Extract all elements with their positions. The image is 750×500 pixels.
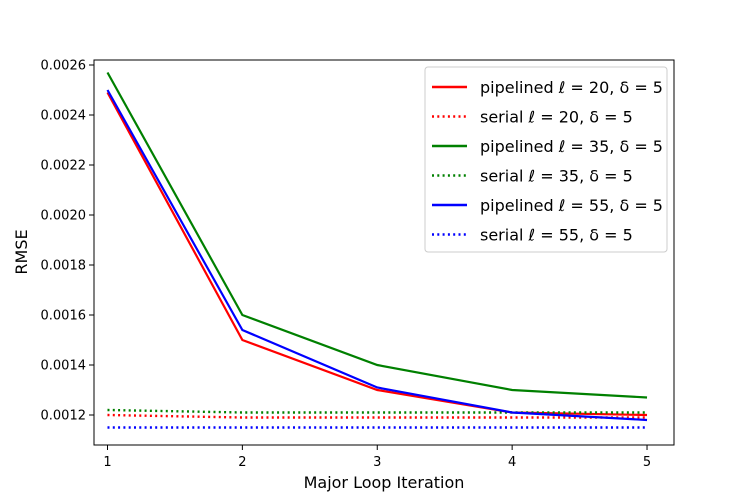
legend-frame	[424, 66, 668, 253]
x-tick-label: 2	[238, 455, 246, 470]
legend: pipelined ℓ = 20, δ = 5 serial ℓ = 20, δ …	[424, 66, 668, 253]
x-axis-label: Major Loop Iteration	[304, 473, 465, 492]
y-tick-label: 0.0014	[41, 359, 87, 374]
plot-area-frame	[93, 59, 675, 446]
legend-label: pipelined ℓ = 20, δ = 5	[480, 78, 663, 97]
x-tick-label: 5	[643, 455, 651, 470]
legend-label: serial ℓ = 55, δ = 5	[480, 226, 633, 245]
series-line-3	[106, 71, 648, 399]
series-line-5	[106, 89, 648, 422]
y-axis-label: RMSE	[12, 229, 31, 274]
y-tick-label: 0.0016	[41, 309, 87, 324]
y-tick-label: 0.0020	[41, 209, 87, 224]
x-axis-ticks: 1 2 3 4 5	[103, 445, 651, 470]
x-tick-label: 3	[373, 455, 381, 470]
y-tick-label: 0.0018	[41, 259, 87, 274]
x-tick-label: 1	[103, 455, 111, 470]
series-line-4	[107, 408, 648, 414]
series-line-1	[106, 91, 648, 417]
x-tick-label: 4	[508, 455, 516, 470]
legend-label: pipelined ℓ = 55, δ = 5	[480, 196, 663, 215]
y-tick-label: 0.0026	[41, 59, 87, 74]
y-tick-label: 0.0022	[41, 159, 87, 174]
legend-label: serial ℓ = 35, δ = 5	[480, 167, 633, 186]
y-axis-ticks: 0.0012 0.0014 0.0016 0.0018 0.0020 0.0022 0.00…	[41, 59, 94, 424]
legend-label: serial ℓ = 20, δ = 5	[480, 108, 633, 127]
y-tick-label: 0.0012	[41, 409, 87, 424]
y-tick-label: 0.0024	[41, 109, 87, 124]
plot-series-group	[106, 71, 648, 429]
legend-label: pipelined ℓ = 35, δ = 5	[480, 137, 663, 156]
